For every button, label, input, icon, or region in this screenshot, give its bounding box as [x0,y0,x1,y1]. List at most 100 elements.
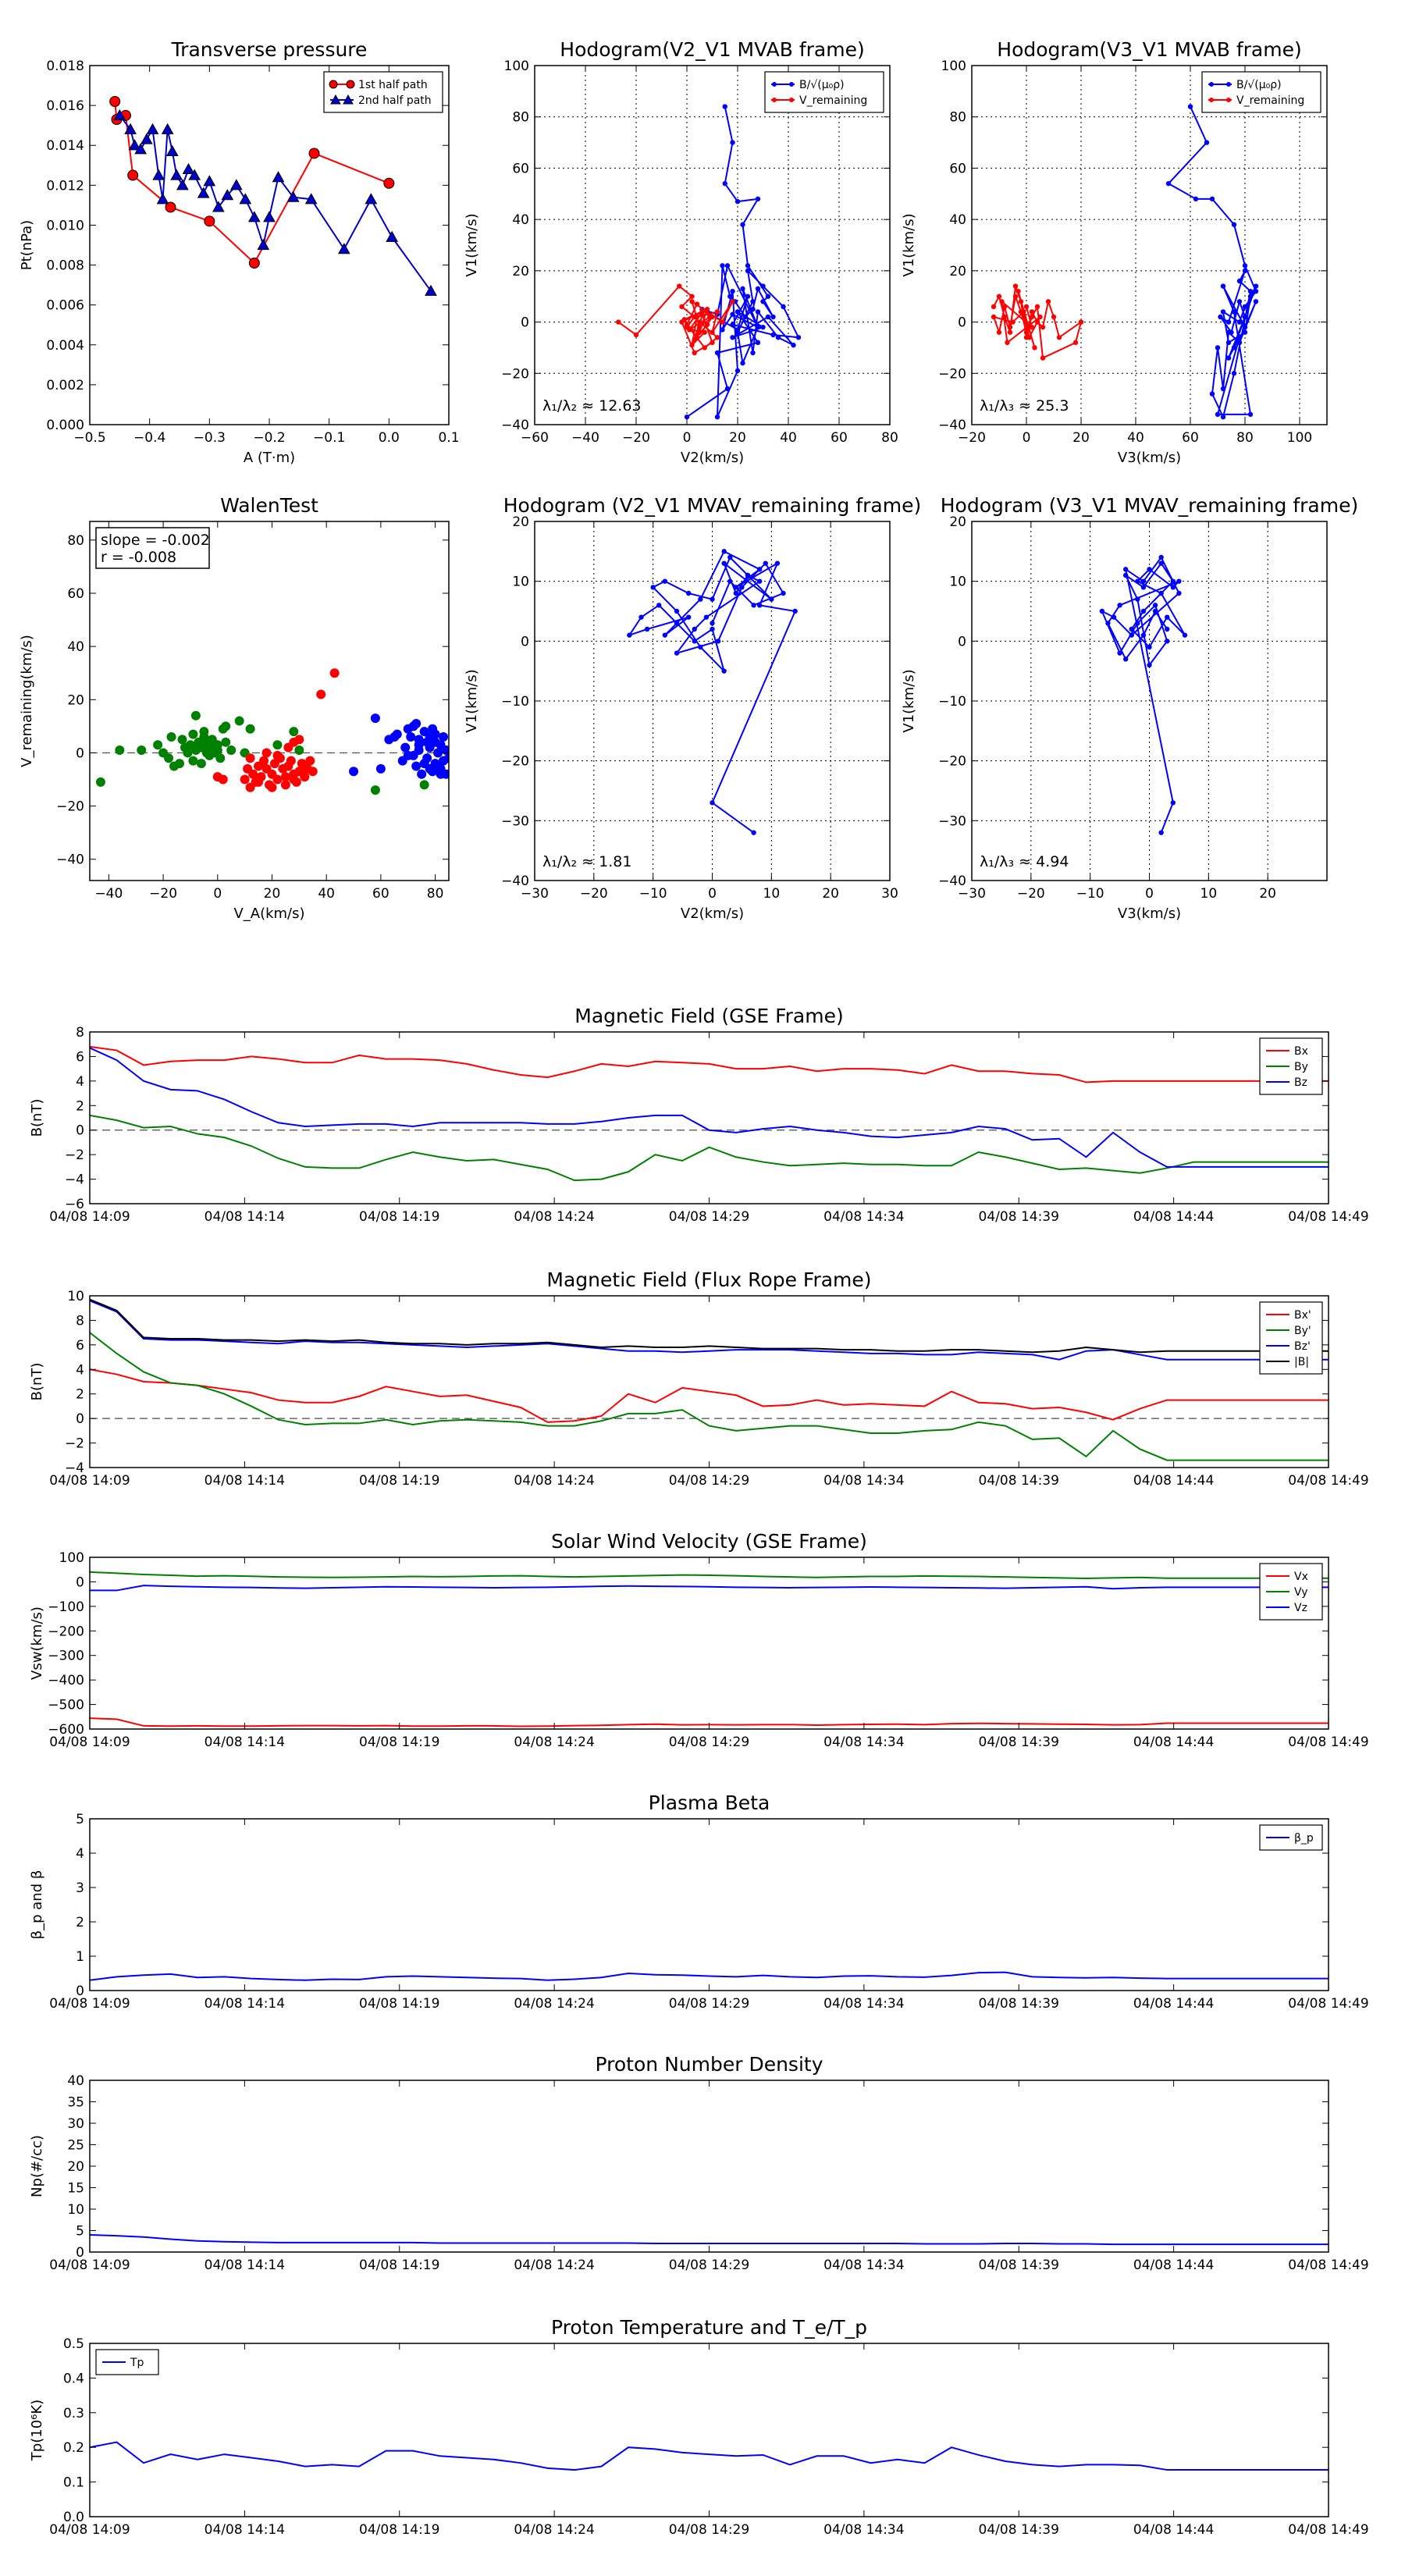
data-point [679,304,685,310]
data-point [439,732,449,742]
data-point [152,169,165,180]
data-point [692,626,697,632]
data-point [755,324,761,330]
x-tick-label: 0 [1145,886,1154,902]
data-point [730,335,735,340]
data-point [1176,590,1182,596]
y-tick-label: −2 [65,1147,84,1163]
y-axis-label: V_remaining(km/s) [19,635,35,767]
x-tick-label: 0 [683,430,692,446]
data-point [679,319,685,325]
data-point [95,777,105,787]
y-tick-label: 0.4 [63,2371,84,2386]
chart-title: WalenTest [220,494,318,517]
y-axis-label: B(nT) [29,1363,45,1401]
data-point [272,750,283,760]
plot-area [90,1971,1329,1981]
y-tick-label: −400 [48,1673,84,1688]
data-point [755,196,761,202]
data-point [182,162,195,174]
y-tick-label: 80 [949,110,966,126]
data-point [710,800,715,806]
x-tick-label: 80 [427,886,444,902]
data-point [140,133,153,144]
x-tick-label: 04/08 14:14 [205,1996,285,2012]
x-tick-label: 20 [1072,430,1090,446]
series-line-By [90,1332,1329,1461]
x-tick-label: 04/08 14:34 [823,1996,904,2012]
y-tick-label: −2 [65,1436,84,1452]
data-point [261,748,272,758]
chart-title: Proton Temperature and T_e/T_p [551,2316,867,2339]
x-tick-label: 04/08 14:24 [514,1473,594,1489]
x-tick-label: 04/08 14:19 [359,1735,439,1750]
y-tick-label: 20 [67,692,84,708]
x-tick-label: 04/08 14:14 [205,1209,285,1225]
data-point [1165,639,1170,644]
data-point [433,761,443,771]
data-point [422,737,432,747]
data-point [698,596,703,602]
data-point [756,567,763,572]
chart-title: Magnetic Field (GSE Frame) [574,1005,843,1027]
data-point [791,342,796,348]
y-tick-label: 20 [949,514,966,530]
legend-label: Bx [1294,1045,1308,1058]
x-tick-label: 04/08 14:09 [49,1996,130,2012]
series-line-Bx [90,1045,1329,1083]
data-point [197,187,210,198]
data-point [1242,263,1248,269]
x-axis-label: V3(km/s) [1118,906,1181,922]
chart-title: Plasma Beta [649,1791,770,1814]
x-tick-label: 04/08 14:29 [669,2522,749,2538]
x-tick-label: −0.4 [133,430,165,446]
data-point [714,414,720,420]
y-tick-label: 60 [67,586,84,602]
data-point [1209,196,1215,202]
data-point [433,748,443,758]
legend-marker [1209,98,1214,102]
y-tick-label: 15 [67,2181,84,2197]
y-tick-label: 2 [76,1915,84,1930]
annotation-text: λ₁/λ₃ ≈ 25.3 [980,397,1069,415]
data-point [644,626,650,632]
data-point [1140,585,1147,590]
x-tick-label: 04/08 14:39 [979,1996,1059,2012]
data-point [733,590,739,596]
data-point [127,169,139,181]
data-point [699,309,705,315]
data-point [165,201,176,213]
legend-marker [329,80,338,89]
x-tick-label: 0.0 [379,430,400,446]
y-tick-label: −20 [501,754,529,770]
data-point [662,578,668,584]
data-point [203,175,216,187]
legend-marker [789,98,794,102]
data-point [1029,309,1035,315]
y-tick-label: 20 [67,2159,84,2175]
chart-temperature: Proton Temperature and T_e/T_p 04/08 14:0… [29,2316,1369,2538]
y-tick-label: 40 [67,639,84,655]
series-line-Tp [90,2441,1329,2471]
x-tick-label: 20 [1259,886,1276,902]
x-tick-label: −0.5 [73,430,105,446]
data-point [267,782,277,792]
data-point [248,258,260,269]
data-point [304,193,318,205]
data-point [1135,596,1140,602]
data-point [745,268,751,274]
legend-box [323,71,443,113]
axes-frame [534,65,891,425]
chart-walen: WalenTest −40 −20 0 20 40 60 80 −40 −20 0 20 40 60 80 V… [19,494,450,922]
data-point [1147,662,1152,668]
x-tick-label: 0 [1023,430,1031,446]
axes-frame [89,521,450,881]
data-point [714,335,720,340]
x-tick-label: −30 [521,886,549,902]
data-point [349,767,359,777]
data-point [1012,283,1019,289]
axes-frame [89,2343,1329,2517]
data-point [730,322,735,328]
data-point [685,614,692,620]
data-point [1231,309,1237,315]
